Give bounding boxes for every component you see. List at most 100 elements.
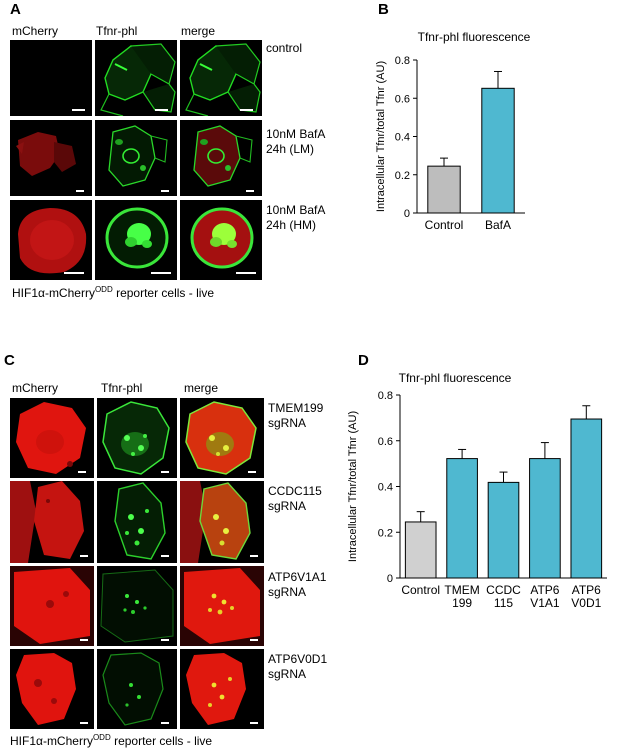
panel-c-header-merge: merge xyxy=(184,381,219,395)
scale-bar xyxy=(250,639,258,641)
panel-a-footnote: HIF1α-mCherryODD reporter cells - live xyxy=(12,285,215,300)
x-tick-label: Control xyxy=(425,218,464,232)
scale-bar xyxy=(161,722,169,724)
x-tick-label: TMEM 199 xyxy=(444,583,479,610)
y-tick-label: 0.6 xyxy=(395,93,410,105)
scale-bar xyxy=(151,272,171,274)
micrograph-c-atp6v1a1-mcherry xyxy=(10,566,94,646)
micrograph-a-bafa-hm-merge xyxy=(180,200,262,280)
scale-bar xyxy=(161,555,169,557)
scale-bar xyxy=(80,639,88,641)
y-tick-label: 0.4 xyxy=(378,482,393,494)
chart-title: Tfnr-phl fluorescence xyxy=(418,30,531,44)
chart-title: Tfnr-phl fluorescence xyxy=(399,371,512,385)
panel-c-condition-atp6v1a1: ATP6V1A1 sgRNA xyxy=(268,570,327,599)
panel-c-condition-atp6v0d1: ATP6V0D1 sgRNA xyxy=(268,652,328,681)
scale-bar xyxy=(72,109,85,111)
y-tick-label: 0.8 xyxy=(378,390,393,402)
panel-a-label: A xyxy=(10,1,21,18)
panel-a-condition-control: control xyxy=(266,41,303,55)
micrograph-a-bafa-hm-mcherry xyxy=(10,200,92,280)
scale-bar xyxy=(161,471,169,473)
x-tick-label-line: Control xyxy=(401,583,440,597)
scale-bar xyxy=(155,109,168,111)
panel-a-header-tfnr: Tfnr-phl xyxy=(96,24,138,38)
scale-bar xyxy=(76,190,84,192)
scale-bar xyxy=(161,639,169,641)
x-tick-label-line: ATP6 xyxy=(572,583,601,597)
scale-bar xyxy=(80,555,88,557)
scale-bar xyxy=(236,272,256,274)
micrograph-c-tmem199-tfnr xyxy=(97,398,177,478)
micrograph-c-tmem199-merge xyxy=(180,398,264,478)
scale-bar xyxy=(64,272,84,274)
bar xyxy=(481,87,515,214)
x-tick-label-line: V0D1 xyxy=(571,596,601,610)
scale-bar xyxy=(80,722,88,724)
x-tick-label-line: TMEM xyxy=(444,583,479,597)
scale-bar xyxy=(78,471,86,473)
panel-a-condition-bafa-lm: 10nM BafA 24h (LM) xyxy=(266,127,326,156)
panel-d-label: D xyxy=(358,352,369,369)
panel-c-header-mcherry: mCherry xyxy=(12,381,59,395)
y-tick-label: 0 xyxy=(404,208,410,220)
x-tick-label: ATP6 V1A1 xyxy=(530,583,560,610)
x-tick-label: BafA xyxy=(485,218,511,232)
micrograph-c-atp6v0d1-merge xyxy=(180,649,264,729)
micrograph-a-control-merge xyxy=(180,40,262,116)
micrograph-c-atp6v0d1-tfnr xyxy=(97,649,177,729)
y-tick-label: 0.2 xyxy=(395,170,410,182)
micrograph-a-control-tfnr xyxy=(95,40,177,116)
x-tick-label-line: ATP6 xyxy=(530,583,559,597)
bar xyxy=(487,481,520,579)
x-tick-label: CCDC 115 xyxy=(486,583,521,610)
scale-bar xyxy=(240,109,253,111)
x-tick-label: Control xyxy=(401,583,440,597)
y-tick-label: 0.4 xyxy=(395,132,410,144)
micrograph-c-atp6v0d1-mcherry xyxy=(10,649,94,729)
y-tick-label: 0.2 xyxy=(378,527,393,539)
x-tick-label-line: 115 xyxy=(494,596,513,610)
panel-a-header-merge: merge xyxy=(181,24,216,38)
bar xyxy=(427,165,461,214)
micrograph-c-atp6v1a1-merge xyxy=(180,566,264,646)
x-tick-label-line: 199 xyxy=(452,596,472,610)
scale-bar xyxy=(250,722,258,724)
bar xyxy=(404,521,437,579)
bar xyxy=(570,418,603,579)
x-tick-label-line: V1A1 xyxy=(530,596,560,610)
panel-c-condition-ccdc115: CCDC115 sgRNA xyxy=(268,484,322,513)
micrograph-a-bafa-lm-merge xyxy=(180,120,262,196)
micrograph-a-bafa-lm-mcherry xyxy=(10,120,92,196)
y-tick-label: 0.8 xyxy=(395,55,410,67)
micrograph-a-control-mcherry xyxy=(10,40,92,116)
scale-bar xyxy=(161,190,169,192)
x-tick-label-line: CCDC xyxy=(486,583,521,597)
x-tick-label: ATP6 V0D1 xyxy=(571,583,601,610)
panel-b-label: B xyxy=(378,1,389,18)
y-tick-label: 0.6 xyxy=(378,436,393,448)
panel-a-condition-bafa-hm: 10nM BafA 24h (HM) xyxy=(266,203,326,232)
scale-bar xyxy=(250,555,258,557)
x-tick-label-line: Control xyxy=(425,218,464,232)
micrograph-a-bafa-lm-tfnr xyxy=(95,120,177,196)
scale-bar xyxy=(246,190,254,192)
panel-a-header-mcherry: mCherry xyxy=(12,24,59,38)
bar xyxy=(529,458,561,579)
micrograph-c-ccdc115-merge xyxy=(180,481,264,563)
x-tick-label-line: BafA xyxy=(485,218,511,232)
y-tick-label: 0 xyxy=(387,573,393,585)
panel-c-label: C xyxy=(4,352,15,369)
bar xyxy=(446,458,478,579)
chart-b: Tfnr-phl fluorescence Intracellular Tfnr/… xyxy=(375,30,531,232)
micrograph-a-bafa-hm-tfnr xyxy=(95,200,177,280)
panel-c-footnote: HIF1α-mCherryODD reporter cells - live xyxy=(10,733,213,748)
micrograph-c-ccdc115-tfnr xyxy=(97,481,177,563)
y-axis-label: Intracellular Tfnr/total Tfnr (AU) xyxy=(347,411,359,562)
micrograph-c-tmem199-mcherry xyxy=(10,398,94,478)
micrograph-c-ccdc115-mcherry xyxy=(10,481,94,563)
panel-c-condition-tmem199: TMEM199 sgRNA xyxy=(268,401,324,430)
chart-d: Tfnr-phl fluorescence Intracellular Tfnr/… xyxy=(347,371,607,610)
scale-bar xyxy=(248,471,256,473)
y-axis-label: Intracellular Tfnr/total Tfnr (AU) xyxy=(375,61,387,212)
